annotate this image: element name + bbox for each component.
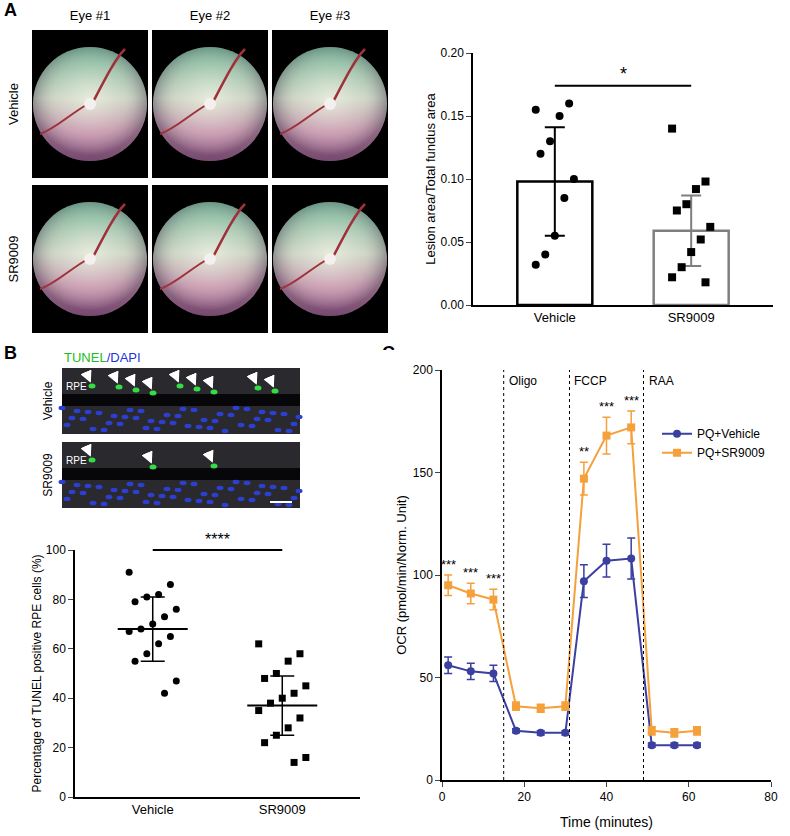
svg-text:40: 40 [52, 691, 66, 705]
svg-text:0.05: 0.05 [440, 235, 464, 249]
svg-text:20: 20 [52, 741, 66, 755]
svg-text:RPE: RPE [66, 381, 87, 392]
svg-text:*: * [620, 64, 627, 84]
svg-text:**: ** [579, 444, 589, 459]
svg-text:100: 100 [413, 568, 433, 582]
svg-text:SR9009: SR9009 [668, 310, 715, 325]
html-text:C: C [382, 343, 395, 363]
svg-text:Vehicle: Vehicle [534, 310, 576, 325]
svg-text:***: *** [624, 393, 639, 408]
svg-text:0.00: 0.00 [440, 298, 464, 312]
svg-text:Percentage of TUNEL positive R: Percentage of TUNEL positive RPE cells (… [30, 554, 44, 792]
svg-text:PQ+SR9009: PQ+SR9009 [697, 446, 765, 460]
svg-text:40: 40 [600, 790, 614, 804]
svg-text:PQ+Vehicle: PQ+Vehicle [697, 427, 760, 441]
svg-text:Lesion area/Total fundus area: Lesion area/Total fundus area [423, 93, 438, 265]
svg-text:0: 0 [439, 790, 446, 804]
svg-text:RAA: RAA [649, 374, 674, 388]
svg-text:100: 100 [46, 543, 66, 557]
svg-text:FCCP: FCCP [574, 374, 607, 388]
svg-text:OCR (pmol/min/Norm. Unit): OCR (pmol/min/Norm. Unit) [394, 495, 409, 655]
svg-text:Time (minutes): Time (minutes) [560, 814, 653, 830]
svg-text:Vehicle: Vehicle [41, 381, 55, 420]
svg-text:200: 200 [413, 363, 433, 377]
svg-text:80: 80 [52, 593, 66, 607]
svg-text:60: 60 [52, 642, 66, 656]
svg-text:0.10: 0.10 [440, 172, 464, 186]
svg-text:SR9009: SR9009 [41, 453, 55, 497]
svg-text:Eye #3: Eye #3 [310, 8, 350, 23]
svg-text:0.15: 0.15 [440, 109, 464, 123]
svg-text:150: 150 [413, 466, 433, 480]
svg-text:0: 0 [59, 790, 66, 804]
svg-text:Eye #1: Eye #1 [70, 8, 110, 23]
svg-text:***: *** [486, 571, 501, 586]
html-text:A: A [4, 0, 17, 20]
html-text:B: B [4, 343, 17, 363]
svg-text:***: *** [599, 399, 614, 414]
svg-text:***: *** [441, 557, 456, 572]
svg-text:0: 0 [426, 773, 433, 787]
svg-text:****: **** [205, 531, 230, 548]
svg-text:20: 20 [518, 790, 532, 804]
svg-text:TUNEL/DAPI: TUNEL/DAPI [64, 350, 141, 365]
svg-text:Vehicle: Vehicle [6, 83, 21, 125]
svg-text:Eye #2: Eye #2 [190, 8, 230, 23]
svg-text:60: 60 [682, 790, 696, 804]
svg-text:50: 50 [419, 671, 433, 685]
svg-text:0.20: 0.20 [440, 46, 464, 60]
svg-text:SR9009: SR9009 [259, 802, 306, 817]
svg-text:RPE: RPE [66, 455, 87, 466]
svg-text:SR9009: SR9009 [6, 236, 21, 283]
svg-text:Vehicle: Vehicle [132, 802, 174, 817]
svg-text:Oligo: Oligo [509, 374, 537, 388]
svg-text:80: 80 [764, 790, 778, 804]
svg-text:***: *** [463, 565, 478, 580]
